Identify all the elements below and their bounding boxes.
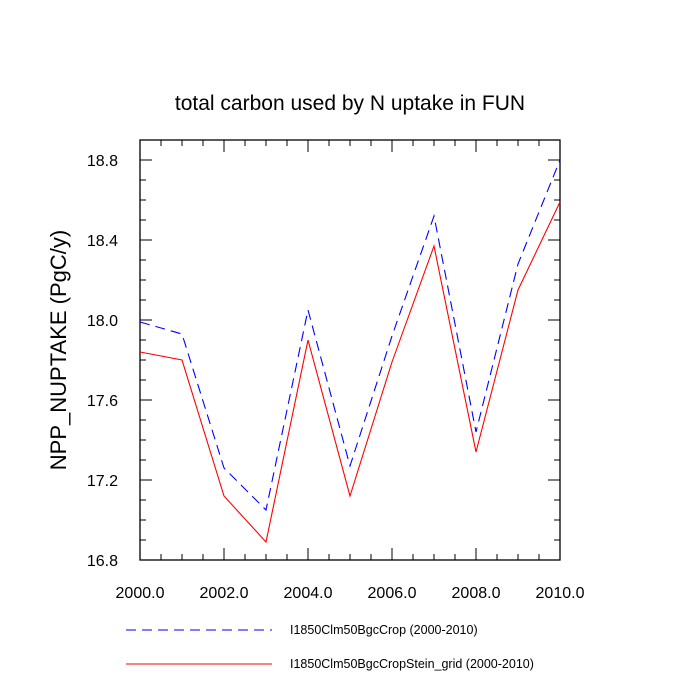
- series-lines: [139, 159, 561, 544]
- chart-title: total carbon used by N uptake in FUN: [175, 92, 525, 115]
- y-axis-label: NPP_NUPTAKE (PgC/y): [46, 230, 71, 470]
- y-tick-label: 17.6: [87, 393, 118, 410]
- axis-ticks: [139, 139, 561, 561]
- legend-label-1: I1850Clm50BgcCrop (2000-2010): [290, 623, 478, 637]
- y-tick-label: 17.2: [87, 473, 118, 490]
- x-tick-label: 2004.0: [284, 585, 333, 602]
- legend-label-2: I1850Clm50BgcCropStein_grid (2000-2010): [290, 657, 534, 671]
- x-tick-label: 2000.0: [116, 585, 165, 602]
- y-tick-label: 18.0: [87, 313, 118, 330]
- y-tick-label: 16.8: [87, 553, 118, 570]
- y-tick-label: 18.8: [87, 153, 118, 170]
- tick-labels: 2000.0 2002.0 2004.0 2006.0 2008.0 2010.0 16.8…: [87, 153, 585, 602]
- x-tick-label: 2010.0: [536, 585, 585, 602]
- series-line-1: [139, 159, 561, 512]
- y-tick-label: 18.4: [87, 233, 118, 250]
- series-line-2: [139, 201, 561, 544]
- x-tick-label: 2008.0: [452, 585, 501, 602]
- x-tick-label: 2006.0: [368, 585, 417, 602]
- x-tick-label: 2002.0: [200, 585, 249, 602]
- legend: I1850Clm50BgcCrop (2000-2010) I1850Clm50B…: [126, 623, 534, 671]
